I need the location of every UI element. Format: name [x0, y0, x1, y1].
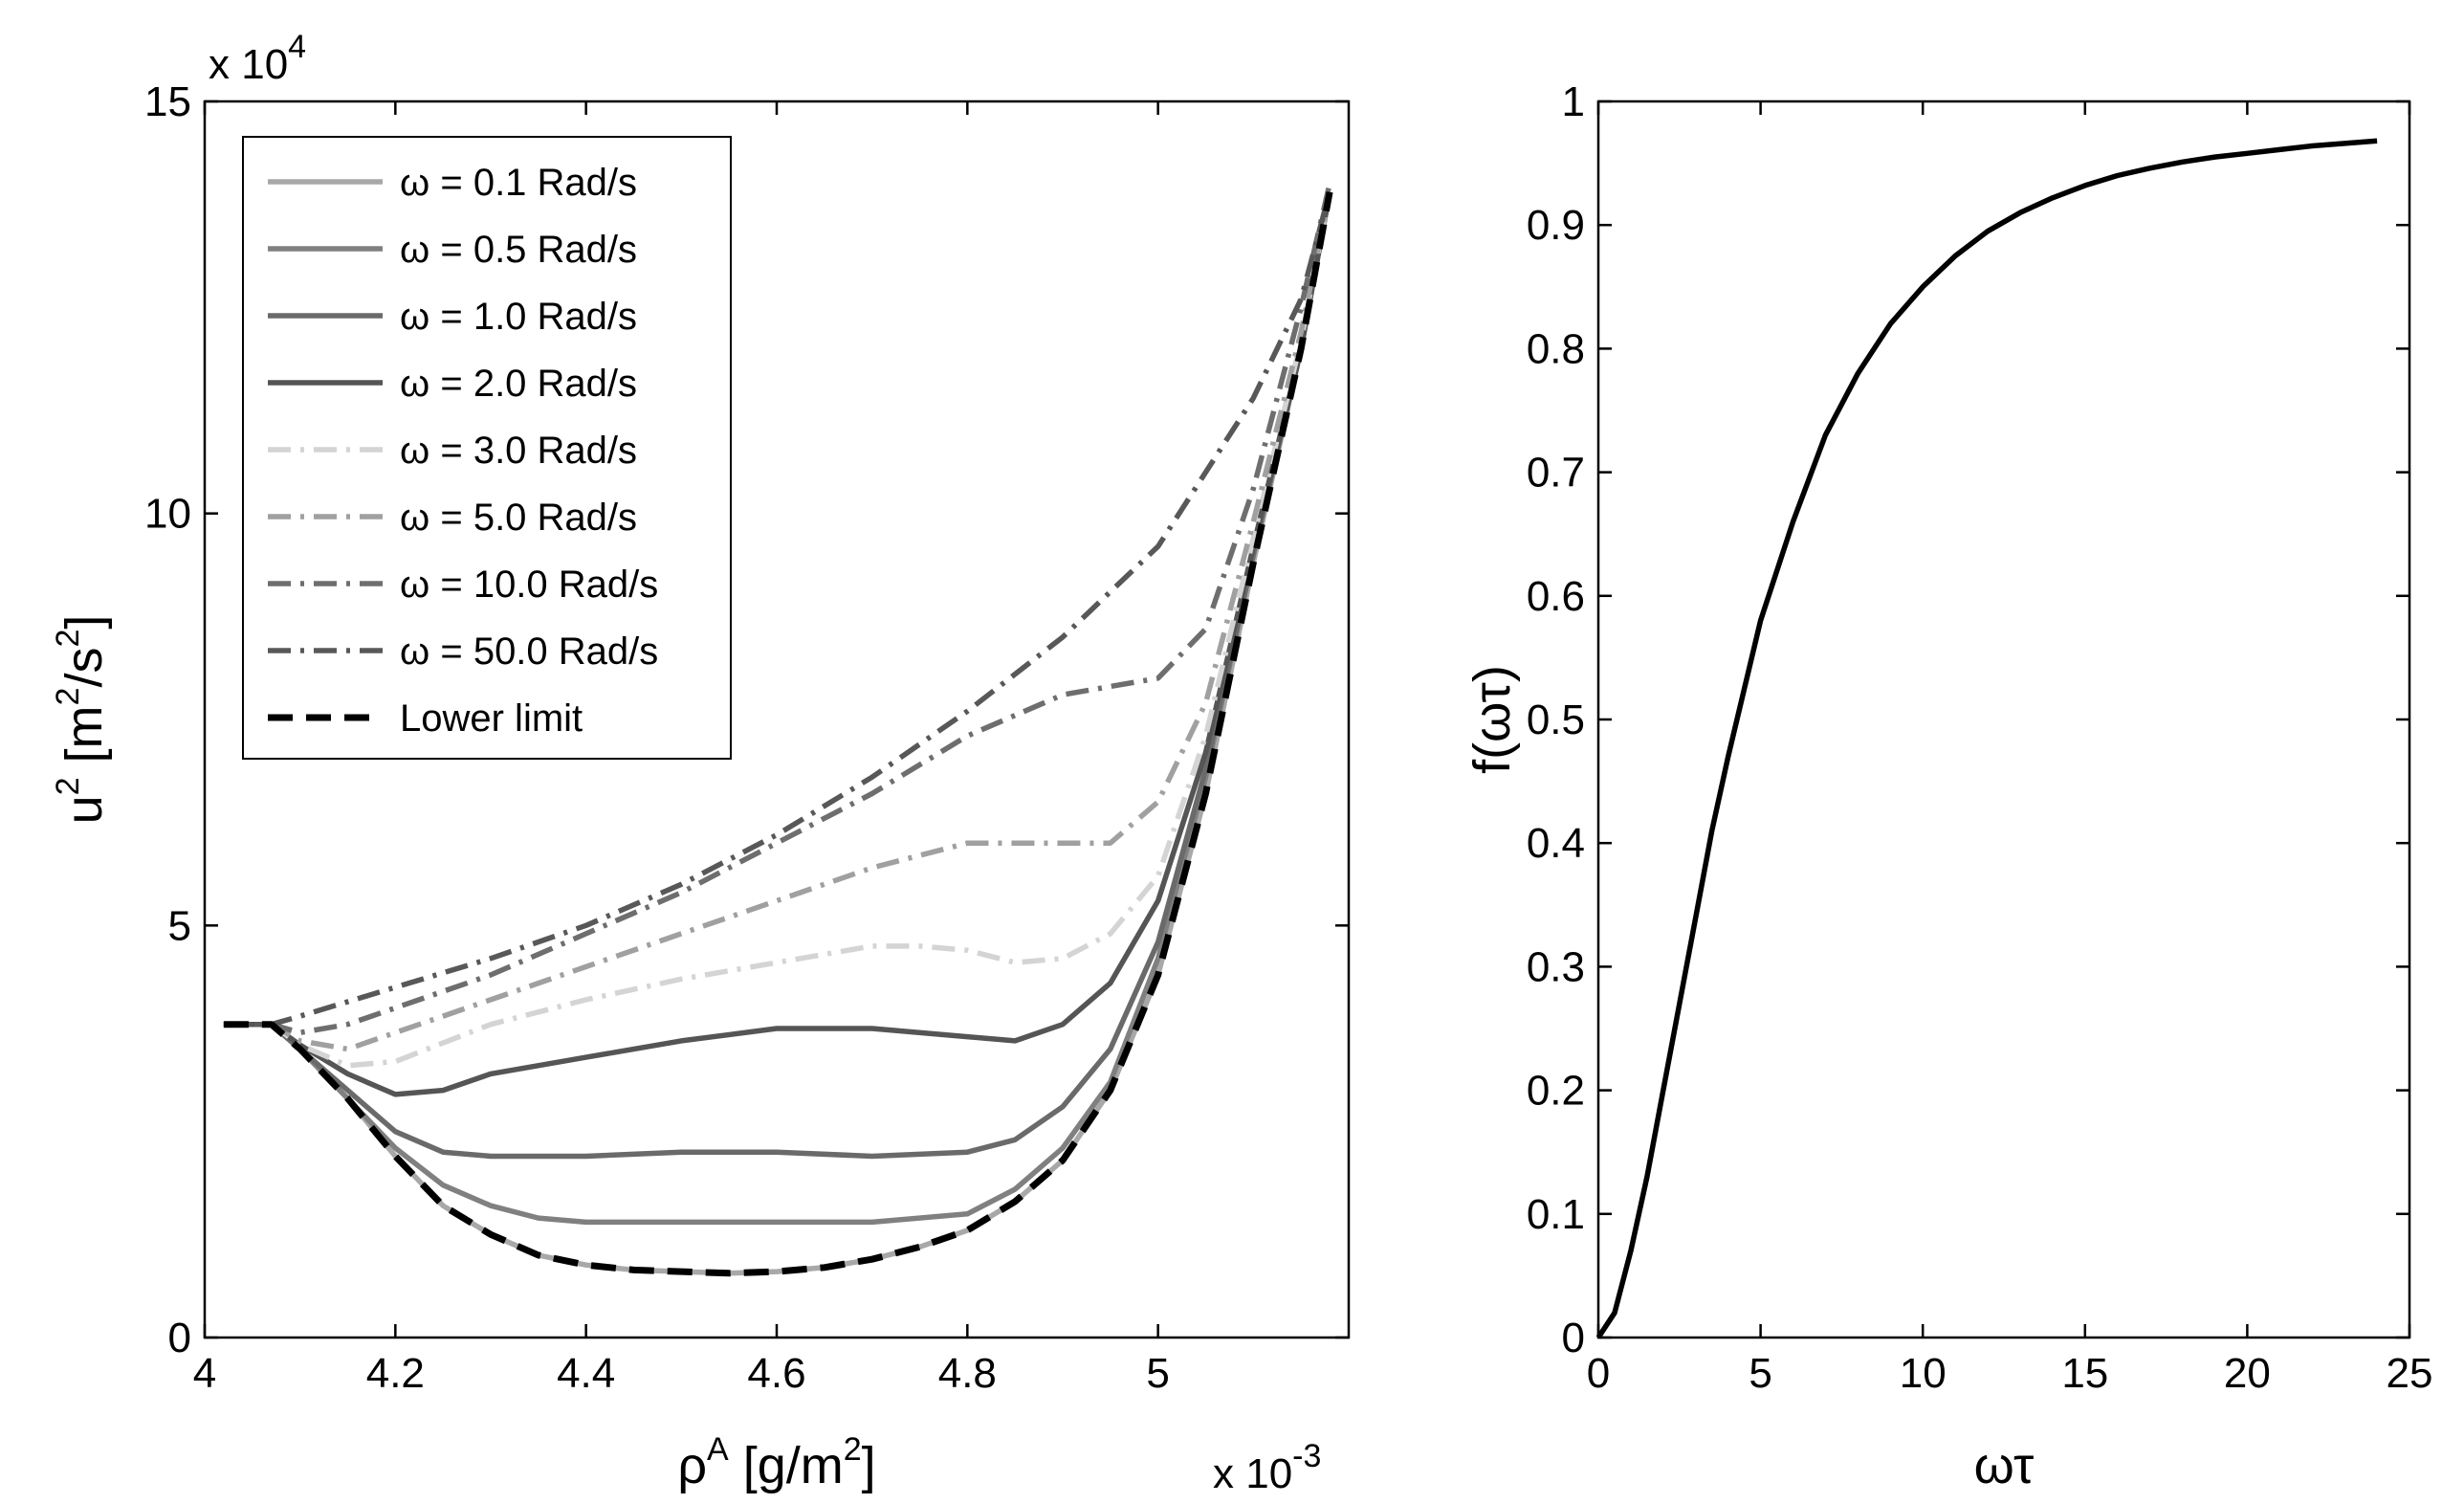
- legend-label-8: Lower limit: [400, 697, 583, 740]
- c2-y-tick-label: 0: [1562, 1315, 1585, 1361]
- left-y-multiplier: x 104: [209, 29, 306, 88]
- c2-x-tick-label: 25: [2387, 1350, 2433, 1397]
- legend-label-0: ω = 0.1 Rad/s: [400, 162, 637, 204]
- legend-label-1: ω = 0.5 Rad/s: [400, 229, 637, 271]
- c1-x-tick-label: 4.2: [366, 1350, 425, 1397]
- legend-label-3: ω = 2.0 Rad/s: [400, 363, 637, 405]
- c2-y-tick-label: 1: [1562, 78, 1585, 125]
- c2-x-tick-label: 0: [1587, 1350, 1610, 1397]
- c2-series-line-0: [1595, 138, 2378, 1339]
- left-chart: 4 4.2 4.4 4.6 4.8 5 0 5 10 15 x 104 x 10-3 ρA [g/…: [50, 29, 1351, 1497]
- right-y-axis-label: f(ωτ): [1463, 665, 1521, 774]
- c2-y-tick-label: 0.6: [1527, 573, 1585, 620]
- c1-x-tick-label: 5: [1146, 1350, 1169, 1397]
- c2-y-tick-label: 0.2: [1527, 1068, 1585, 1115]
- c1-x-tick-label: 4.4: [557, 1350, 615, 1397]
- c2-y-tick-label: 0.4: [1527, 820, 1585, 867]
- right-chart: 0 5 10 15 20 2500.10.20.30.40.50.60.70.80.91 …: [1463, 78, 2432, 1494]
- c2-y-tick-label: 0.1: [1527, 1191, 1585, 1238]
- legend-label-5: ω = 5.0 Rad/s: [400, 497, 637, 539]
- c1-y-tick-label: 10: [144, 491, 191, 538]
- legend-label-6: ω = 10.0 Rad/s: [400, 564, 658, 606]
- right-x-axis-label: ωτ: [1974, 1437, 2035, 1494]
- c1-x-tick-label: 4.8: [938, 1350, 997, 1397]
- left-x-axis-label: ρA [g/m2]: [677, 1431, 875, 1494]
- c2-x-tick-label: 15: [2061, 1350, 2108, 1397]
- legend-label-4: ω = 3.0 Rad/s: [400, 430, 637, 472]
- c1-y-tick-label: 0: [168, 1315, 191, 1361]
- c1-series-line-3: [223, 191, 1332, 1097]
- c1-y-tick-label: 15: [144, 78, 191, 125]
- c1-x-tick-label: 4: [193, 1350, 216, 1397]
- c1-series-line-6: [223, 183, 1332, 1036]
- c1-y-tick-label: 5: [168, 902, 191, 949]
- c1-x-tick-label: 4.6: [747, 1350, 805, 1397]
- c2-y-tick-label: 0.3: [1527, 943, 1585, 990]
- c2-y-tick-label: 0.7: [1527, 450, 1585, 497]
- c2-x-tick-label: 5: [1749, 1350, 1771, 1397]
- left-x-multiplier: x 10-3: [1213, 1438, 1321, 1497]
- c2-y-tick-label: 0.8: [1527, 325, 1585, 372]
- legend: ω = 0.1 Rad/s ω = 0.5 Rad/s ω = 1.0 Rad/s ω…: [242, 136, 732, 760]
- c2-x-tick-label: 20: [2224, 1350, 2271, 1397]
- c1-series-line-7: [223, 190, 1332, 1028]
- c1-series-line-2: [223, 191, 1332, 1160]
- c2-x-tick-label: 10: [1900, 1350, 1947, 1397]
- c2-y-tick-label: 0.5: [1527, 697, 1585, 743]
- c2-y-tick-label: 0.9: [1527, 202, 1585, 249]
- c1-series-line-4: [223, 191, 1332, 1069]
- legend-label-7: ω = 50.0 Rad/s: [400, 630, 658, 673]
- legend-label-2: ω = 1.0 Rad/s: [400, 296, 637, 338]
- left-y-axis-label: u2 [m2/s2]: [50, 615, 113, 825]
- c1-series-line-8: [223, 191, 1333, 1277]
